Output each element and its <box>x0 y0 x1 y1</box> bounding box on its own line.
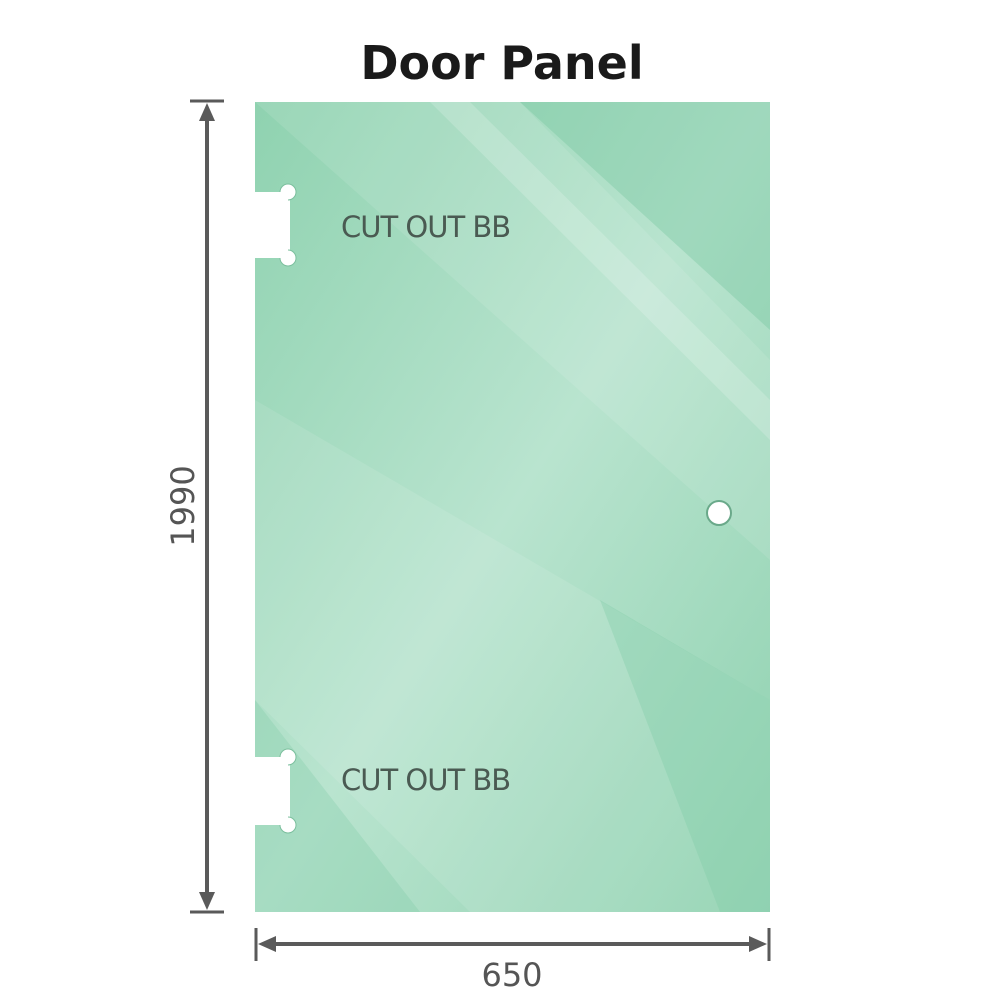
width-dimension <box>254 928 771 961</box>
glass-panel <box>250 102 770 912</box>
cutout-label-bottom: CUT OUT BB <box>341 763 510 797</box>
diagram-title: Door Panel <box>360 36 643 90</box>
hinge-cutout-top <box>250 183 297 267</box>
hinge-cutout-bottom <box>250 748 297 834</box>
width-label: 650 <box>481 956 542 994</box>
handle-hole <box>706 500 732 526</box>
height-label: 1990 <box>164 465 202 546</box>
height-dimension <box>190 99 224 914</box>
cutout-label-top: CUT OUT BB <box>341 210 510 244</box>
glass-reflections <box>255 102 770 912</box>
